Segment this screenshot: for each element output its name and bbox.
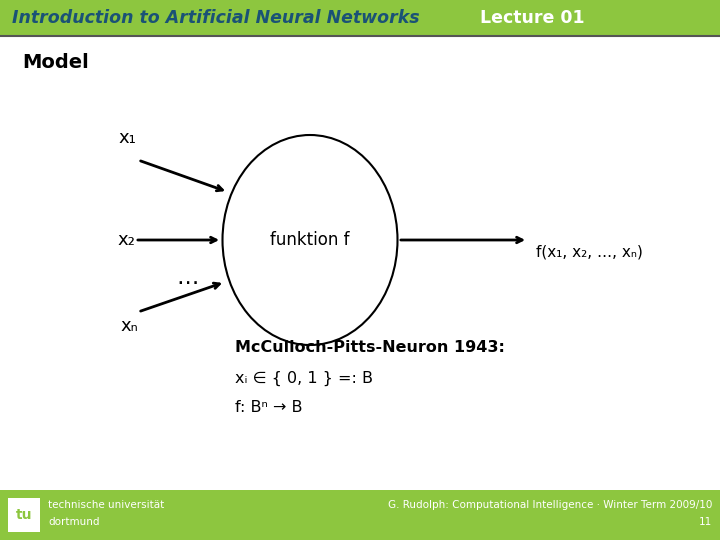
Text: Lecture 01: Lecture 01: [480, 9, 585, 27]
Text: f: Bⁿ → B: f: Bⁿ → B: [235, 401, 302, 415]
Bar: [8, 498, 40, 532]
Text: xᵢ ∈ { 0, 1 } =: B: xᵢ ∈ { 0, 1 } =: B: [235, 370, 373, 386]
Text: f(x₁, x₂, …, xₙ): f(x₁, x₂, …, xₙ): [536, 245, 643, 260]
Text: 11: 11: [698, 517, 712, 527]
Text: Introduction to Artificial Neural Networks: Introduction to Artificial Neural Networ…: [12, 9, 420, 27]
Text: tu: tu: [16, 508, 32, 522]
Text: McCulloch-Pitts-Neuron 1943:: McCulloch-Pitts-Neuron 1943:: [235, 341, 505, 355]
Text: Model: Model: [22, 52, 89, 71]
Text: x₂: x₂: [117, 231, 135, 249]
Text: xₙ: xₙ: [120, 317, 138, 335]
Ellipse shape: [222, 135, 397, 345]
Text: funktion f: funktion f: [270, 231, 350, 249]
Text: …: …: [177, 268, 199, 288]
Bar: [0, 490, 720, 540]
Text: technische universität: technische universität: [48, 500, 164, 510]
Text: dortmund: dortmund: [48, 517, 99, 527]
Text: x₁: x₁: [118, 129, 136, 147]
Text: G. Rudolph: Computational Intelligence · Winter Term 2009/10: G. Rudolph: Computational Intelligence ·…: [387, 500, 712, 510]
Bar: [0, 0, 720, 36]
